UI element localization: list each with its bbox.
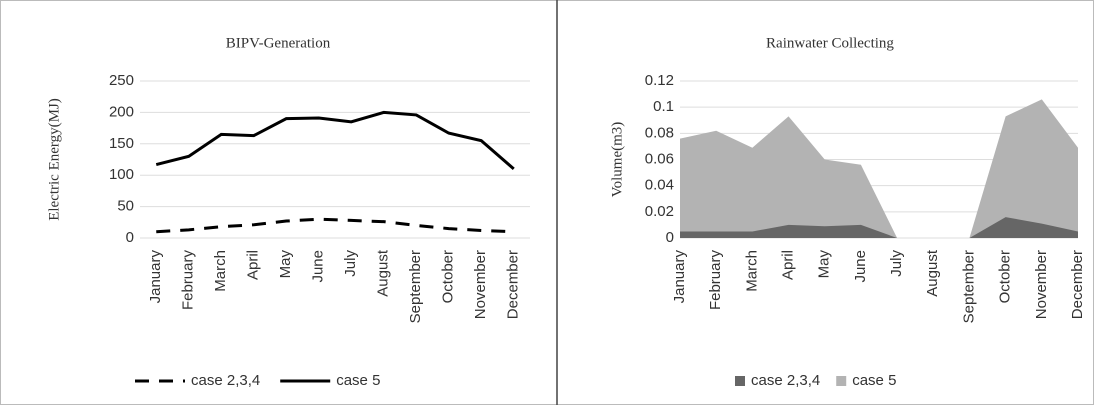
- y-tick-label: 0.04: [645, 177, 674, 194]
- legend-label: case 5: [336, 372, 380, 389]
- y-tick-label: 100: [109, 166, 134, 183]
- y-axis-label: Volume(m3): [609, 122, 625, 198]
- y-tick-label: 0.12: [645, 72, 674, 89]
- x-tick-label: September: [960, 250, 977, 323]
- x-tick-label: November: [472, 250, 489, 319]
- x-tick-label: July: [888, 250, 905, 277]
- y-tick-label: 200: [109, 103, 134, 120]
- x-tick-label: August: [375, 249, 392, 297]
- chart-title: Rainwater Collecting: [766, 35, 894, 51]
- line: [155, 110, 515, 171]
- x-tick-label: December: [505, 250, 522, 319]
- x-tick-label: November: [1033, 250, 1050, 319]
- area: [680, 99, 1078, 238]
- x-tick-label: January: [147, 250, 164, 304]
- legend-swatch: [735, 376, 745, 386]
- y-tick-label: 150: [109, 135, 134, 152]
- y-tick-label: 0.1: [653, 98, 674, 115]
- x-tick-label: March: [212, 250, 229, 292]
- legend-swatch: [836, 376, 847, 386]
- x-tick-label: April: [780, 250, 797, 280]
- x-tick-label: June: [852, 250, 869, 283]
- legend-label: case 5: [852, 372, 896, 389]
- x-tick-label: August: [924, 249, 941, 297]
- y-tick-label: 0.06: [645, 150, 674, 167]
- x-tick-label: June: [310, 250, 327, 283]
- x-tick-label: April: [245, 250, 262, 280]
- line: [156, 217, 514, 234]
- y-tick-label: 250: [109, 72, 134, 89]
- y-axis-label: Electric Energy(MJ): [46, 98, 62, 221]
- y-tick-label: 0: [126, 229, 134, 246]
- legend-label: case 2,3,4: [191, 372, 260, 389]
- x-tick-label: March: [743, 250, 760, 292]
- x-tick-label: September: [407, 250, 424, 323]
- y-tick-label: 0.08: [645, 124, 674, 141]
- chart-title: BIPV-Generation: [226, 35, 331, 51]
- x-tick-label: February: [707, 250, 724, 311]
- y-tick-label: 0.02: [645, 203, 674, 220]
- x-tick-label: December: [1069, 250, 1086, 319]
- x-tick-label: October: [440, 250, 457, 303]
- y-tick-label: 50: [117, 198, 134, 215]
- x-tick-label: January: [671, 250, 688, 304]
- legend-label: case 2,3,4: [751, 372, 820, 389]
- x-tick-label: October: [997, 250, 1014, 303]
- x-tick-label: May: [816, 250, 833, 279]
- x-tick-label: July: [342, 250, 359, 277]
- x-tick-label: May: [277, 250, 294, 279]
- area: [680, 217, 1078, 238]
- x-tick-label: February: [180, 250, 197, 311]
- y-tick-label: 0: [666, 229, 674, 246]
